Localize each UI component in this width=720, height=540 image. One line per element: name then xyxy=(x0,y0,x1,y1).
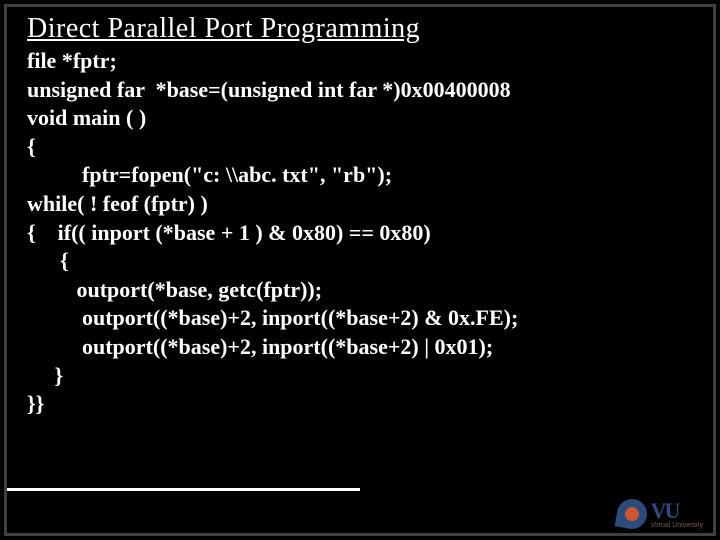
code-line: { if(( inport (*base + 1 ) & 0x80) == 0x… xyxy=(27,220,431,245)
code-line: outport(*base, getc(fptr)); xyxy=(27,277,322,302)
code-line: outport((*base)+2, inport((*base+2) & 0x… xyxy=(27,305,518,330)
code-line: outport((*base)+2, inport((*base+2) | 0x… xyxy=(27,334,493,359)
logo: VU Virtual University xyxy=(617,499,703,529)
code-block: file *fptr; unsigned far *base=(unsigned… xyxy=(27,47,693,419)
code-line: while( ! feof (fptr) ) xyxy=(27,191,208,216)
code-line: void main ( ) xyxy=(27,105,146,130)
logo-graphic-icon xyxy=(614,497,649,532)
code-line: }} xyxy=(27,391,44,416)
code-line: unsigned far *base=(unsigned int far *)0… xyxy=(27,77,511,102)
slide-frame: Direct Parallel Port Programming file *f… xyxy=(4,4,716,536)
code-line: { xyxy=(27,134,36,159)
code-line: { xyxy=(27,248,69,273)
divider-line xyxy=(7,488,360,491)
slide-title: Direct Parallel Port Programming xyxy=(27,13,693,45)
slide-container: Direct Parallel Port Programming file *f… xyxy=(0,0,720,540)
logo-sub: Virtual University xyxy=(651,522,703,529)
code-line: file *fptr; xyxy=(27,48,117,73)
code-line: } xyxy=(27,363,63,388)
code-line: fptr=fopen("c: \\abc. txt", "rb"); xyxy=(27,162,392,187)
logo-text: VU Virtual University xyxy=(651,500,703,529)
logo-main: VU xyxy=(651,500,703,522)
